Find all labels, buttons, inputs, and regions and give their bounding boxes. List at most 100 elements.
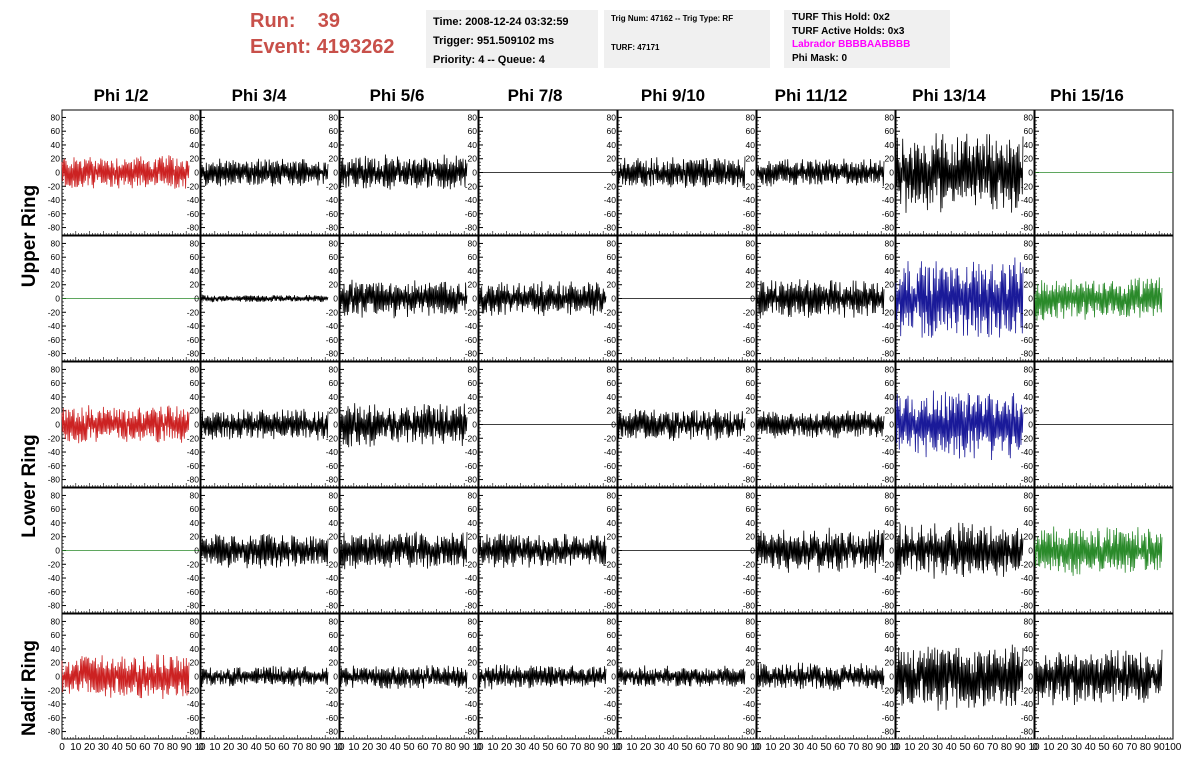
x-tick-label: 10 xyxy=(194,742,206,753)
turf-info-box: TURF This Hold: 0x2 TURF Active Holds: 0… xyxy=(784,10,950,68)
y-tick-label: -40 xyxy=(326,321,339,331)
y-tick-label: 80 xyxy=(51,238,61,248)
y-tick-label: -80 xyxy=(743,475,756,485)
y-tick-label: 40 xyxy=(190,266,200,276)
y-tick-label: 20 xyxy=(885,532,895,542)
y-tick-label: 20 xyxy=(607,154,617,164)
y-tick-label: 0 xyxy=(333,546,338,556)
y-tick-label: -20 xyxy=(743,559,756,569)
y-tick-label: 0 xyxy=(55,420,60,430)
y-tick-label: 60 xyxy=(746,630,756,640)
y-tick-label: 20 xyxy=(885,658,895,668)
y-tick-label: 80 xyxy=(468,364,478,374)
y-tick-label: 20 xyxy=(885,280,895,290)
y-tick-label: -40 xyxy=(882,321,895,331)
y-tick-label: 60 xyxy=(885,126,895,136)
y-tick-label: -20 xyxy=(48,559,61,569)
y-tick-label: 60 xyxy=(468,252,478,262)
x-tick-label: 40 xyxy=(529,742,541,753)
x-tick-label: 70 xyxy=(1126,742,1138,753)
y-tick-label: 20 xyxy=(746,532,756,542)
y-tick-label: -80 xyxy=(465,223,478,233)
waveform-trace xyxy=(756,410,885,439)
y-tick-label: -40 xyxy=(48,195,61,205)
x-tick-label: 20 xyxy=(640,742,652,753)
y-tick-label: -80 xyxy=(326,223,339,233)
y-tick-label: 0 xyxy=(194,420,199,430)
y-tick-label: -40 xyxy=(465,195,478,205)
y-tick-label: 40 xyxy=(329,518,339,528)
y-tick-label: 20 xyxy=(329,280,339,290)
y-tick-label: -20 xyxy=(1021,559,1034,569)
y-tick-label: 60 xyxy=(329,126,339,136)
y-tick-label: 80 xyxy=(1024,112,1034,122)
y-tick-label: 0 xyxy=(889,168,894,178)
y-tick-label: 0 xyxy=(472,420,477,430)
waveform-trace xyxy=(895,390,1024,461)
y-tick-label: 0 xyxy=(1028,168,1033,178)
y-tick-label: -80 xyxy=(882,475,895,485)
panel-r1-c1: -80 -60 -40 -20 0 20 40 60 80 xyxy=(187,235,340,362)
y-tick-label: 80 xyxy=(468,490,478,500)
y-tick-label: -60 xyxy=(326,587,339,597)
y-tick-label: -40 xyxy=(465,699,478,709)
y-tick-label: 40 xyxy=(51,266,61,276)
panel-r0-c1: -80 -60 -40 -20 0 20 40 60 80 xyxy=(187,109,340,236)
y-tick-label: -80 xyxy=(48,349,61,359)
y-tick-label: -40 xyxy=(1021,321,1034,331)
waveform-trace xyxy=(478,533,607,568)
waveform-trace xyxy=(339,154,468,190)
waveform-trace xyxy=(61,405,190,444)
y-tick-label: -80 xyxy=(326,727,339,737)
column-label-phi-11-12: Phi 11/12 xyxy=(774,86,848,105)
y-tick-label: -80 xyxy=(743,727,756,737)
x-tick-label: 50 xyxy=(959,742,971,753)
y-tick-label: -20 xyxy=(604,433,617,443)
y-tick-label: 60 xyxy=(329,378,339,388)
panel-r2-c2: -80 -60 -40 -20 0 20 40 60 80 xyxy=(326,361,479,488)
y-tick-label: 60 xyxy=(1024,504,1034,514)
y-tick-label: 20 xyxy=(51,280,61,290)
y-tick-label: -20 xyxy=(48,181,61,191)
y-tick-label: -60 xyxy=(48,335,61,345)
y-tick-label: 80 xyxy=(329,364,339,374)
y-tick-label: 80 xyxy=(746,364,756,374)
panel-r0-c7: -80 -60 -40 -20 0 20 40 60 80 xyxy=(1021,109,1174,236)
x-tick-label: 40 xyxy=(668,742,680,753)
y-tick-label: -60 xyxy=(604,461,617,471)
x-tick-label: 50 xyxy=(542,742,554,753)
y-tick-label: 0 xyxy=(750,168,755,178)
waveform-trace xyxy=(617,665,746,687)
y-tick-label: 40 xyxy=(885,518,895,528)
y-tick-label: 40 xyxy=(607,140,617,150)
y-tick-label: 20 xyxy=(51,154,61,164)
y-tick-label: 80 xyxy=(885,490,895,500)
y-tick-label: -60 xyxy=(882,209,895,219)
y-tick-label: -80 xyxy=(1021,601,1034,611)
y-tick-label: 60 xyxy=(468,378,478,388)
trigger-text: Trigger: 951.509102 ms xyxy=(433,35,555,47)
panel-r2-c7: -80 -60 -40 -20 0 20 40 60 80 xyxy=(1021,361,1174,488)
y-tick-label: -40 xyxy=(1021,699,1034,709)
x-tick-label: 70 xyxy=(987,742,999,753)
x-tick-label: 60 xyxy=(1112,742,1124,753)
y-tick-label: -20 xyxy=(326,181,339,191)
y-tick-label: -40 xyxy=(743,699,756,709)
y-tick-label: 40 xyxy=(329,644,339,654)
y-tick-label: -60 xyxy=(187,335,200,345)
column-label-phi-9-10: Phi 9/10 xyxy=(640,86,706,105)
y-tick-label: -40 xyxy=(465,573,478,583)
panel-r1-c0: -80 -60 -40 -20 0 20 40 60 80 xyxy=(48,235,201,362)
x-tick-label: 80 xyxy=(1140,742,1152,753)
turf-active-holds-text: TURF Active Holds: 0x3 xyxy=(792,25,905,37)
x-tick-label: 70 xyxy=(709,742,721,753)
y-tick-label: -40 xyxy=(882,699,895,709)
y-tick-label: -60 xyxy=(604,209,617,219)
waveform-trace xyxy=(200,665,329,688)
y-tick-label: -80 xyxy=(604,601,617,611)
y-tick-label: 20 xyxy=(607,658,617,668)
y-tick-label: -60 xyxy=(187,461,200,471)
x-tick-label: 0 xyxy=(59,742,65,753)
y-tick-label: -80 xyxy=(1021,475,1034,485)
